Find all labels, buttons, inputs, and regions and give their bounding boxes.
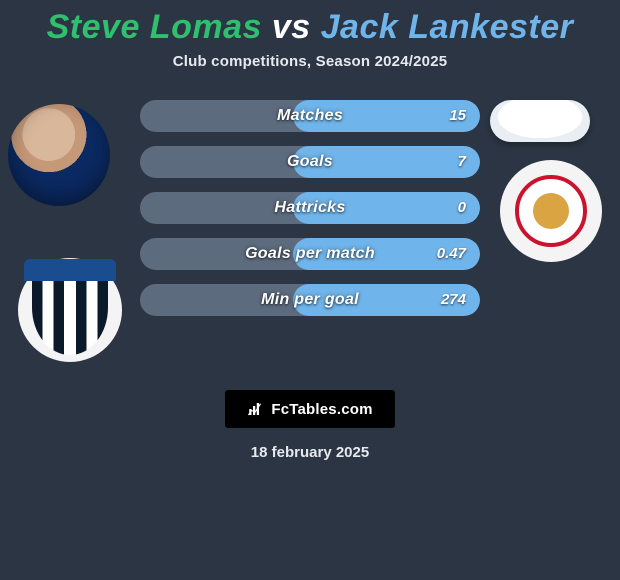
player1-name: Steve Lomas <box>47 8 262 46</box>
stat-label: Min per goal <box>140 284 480 316</box>
stat-row: Matches15 <box>140 100 480 132</box>
stat-label: Matches <box>140 100 480 132</box>
brand-text: FcTables.com <box>271 401 372 418</box>
page-title: Steve Lomas vs Jack Lankester <box>0 0 620 47</box>
stat-row: Goals7 <box>140 146 480 178</box>
stat-label: Hattricks <box>140 192 480 224</box>
subtitle: Club competitions, Season 2024/2025 <box>0 53 620 70</box>
comparison-panel: Matches15 Goals7 Hattricks0 Goals per match… <box>0 100 620 360</box>
stat-value: 7 <box>458 146 466 178</box>
player2-avatar <box>490 100 590 142</box>
player1-club-badge <box>18 258 122 362</box>
stat-row: Goals per match0.47 <box>140 238 480 270</box>
shield-icon <box>32 265 108 355</box>
stat-value: 0 <box>458 192 466 224</box>
crest-icon <box>515 175 587 247</box>
brand-badge: FcTables.com <box>225 390 395 428</box>
stat-bars: Matches15 Goals7 Hattricks0 Goals per match… <box>140 100 480 330</box>
player2-club-badge <box>500 160 602 262</box>
player1-avatar <box>8 104 110 206</box>
vs-text: vs <box>272 8 311 46</box>
stat-label: Goals per match <box>140 238 480 270</box>
stat-row: Min per goal274 <box>140 284 480 316</box>
date-text: 18 february 2025 <box>0 444 620 461</box>
stat-label: Goals <box>140 146 480 178</box>
stat-row: Hattricks0 <box>140 192 480 224</box>
stat-value: 274 <box>441 284 466 316</box>
stat-value: 15 <box>449 100 466 132</box>
player2-name: Jack Lankester <box>321 8 574 46</box>
stat-value: 0.47 <box>437 238 466 270</box>
chart-icon <box>247 400 265 418</box>
